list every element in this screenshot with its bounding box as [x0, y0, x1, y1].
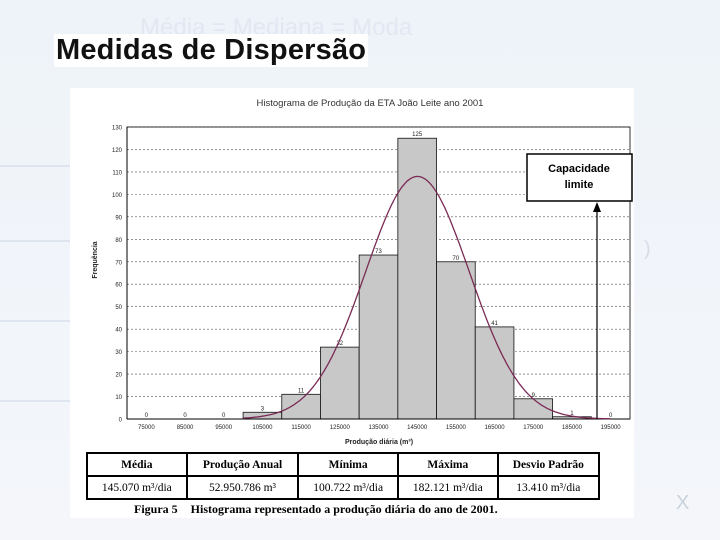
x-tick-label: 115000 — [291, 425, 311, 431]
x-tick-label: 185000 — [562, 425, 583, 431]
x-tick-label: 175000 — [523, 425, 544, 431]
chart-title: Histograma de Produção da ETA João Leite… — [257, 98, 484, 109]
data-label: 32 — [336, 341, 343, 347]
caption-text: Histograma representado a produção diári… — [190, 502, 498, 516]
y-tick-label: 60 — [115, 283, 122, 289]
value-minima: 100.722 m³/dia — [297, 475, 399, 500]
x-axis-label: Produção diária (m³) — [345, 439, 413, 446]
ghost-line — [0, 400, 70, 402]
header-minima: Mínima — [297, 452, 399, 477]
y-tick-label: 120 — [112, 148, 123, 154]
y-tick-label: 20 — [115, 373, 122, 379]
y-tick-label: 50 — [115, 305, 122, 311]
data-labels: 0 0 0 3 11 32 73 125 70 41 9 1 0 — [145, 132, 613, 419]
y-tick-label: 30 — [115, 350, 122, 356]
y-tick-label: 10 — [115, 395, 122, 401]
data-label: 3 — [261, 406, 265, 412]
x-tick-label: 95000 — [215, 425, 232, 431]
value-desvio-padrao: 13.410 m³/dia — [496, 475, 601, 500]
y-tick-label: 70 — [115, 260, 122, 266]
bars — [242, 137, 592, 420]
data-label: 0 — [183, 413, 187, 419]
value-producao-anual: 52.950.786 m³ — [185, 475, 300, 500]
header-media: Média — [86, 452, 188, 477]
ghost-x: X — [676, 492, 690, 514]
data-label: 0 — [222, 413, 226, 419]
x-tick-label: 105000 — [252, 425, 273, 431]
figure-caption: Figura 5 Histograma representado a produ… — [134, 502, 498, 517]
y-tick-label: 0 — [119, 418, 123, 424]
data-label: 73 — [375, 249, 382, 255]
ghost-line — [0, 320, 70, 322]
data-label: 11 — [298, 388, 305, 394]
data-label: 41 — [491, 321, 498, 327]
x-tick-label: 135000 — [368, 425, 389, 431]
y-tick-label: 130 — [112, 126, 123, 132]
y-tick-label: 40 — [115, 328, 122, 334]
x-tick-label: 165000 — [485, 425, 506, 431]
x-tick-label: 155000 — [446, 425, 467, 431]
annotation: Capacidade limite — [526, 153, 633, 419]
value-media: 145.070 m³/dia — [86, 475, 188, 500]
header-maxima: Máxima — [396, 452, 499, 477]
x-tick-label: 85000 — [177, 425, 194, 431]
histogram-bar — [474, 326, 515, 420]
histogram-chart: Histograma de Produção da ETA João Leite… — [92, 98, 633, 446]
table-row: 145.070 m³/dia 52.950.786 m³ 100.722 m³/… — [86, 475, 601, 500]
ghost-line — [0, 240, 70, 242]
histogram-bar — [358, 254, 399, 420]
ghost-paren: ) — [644, 238, 651, 260]
x-tick-label: 145000 — [407, 425, 428, 431]
histogram-bar — [397, 137, 437, 420]
y-tick-label: 100 — [112, 193, 123, 199]
normal-curve-line — [243, 175, 611, 420]
value-maxima: 182.121 m³/dia — [396, 475, 499, 500]
histogram-bar — [281, 393, 321, 420]
y-axis-label: Frequência — [92, 241, 99, 278]
histogram-bar — [320, 346, 360, 420]
normal-curve — [243, 175, 611, 420]
header-desvio-padrao: Desvio Padrão — [496, 452, 601, 477]
data-label: 0 — [145, 413, 149, 419]
data-label: 125 — [412, 132, 423, 138]
annotation-box — [526, 153, 633, 202]
data-label: 1 — [570, 411, 574, 417]
header-producao-anual: Produção Anual — [185, 452, 300, 477]
figure: Histograma de Produção da ETA João Leite… — [70, 88, 634, 518]
x-tick-label: 75000 — [138, 425, 155, 431]
data-label: 9 — [532, 393, 536, 399]
y-tick-label: 80 — [115, 238, 122, 244]
annotation-line2: limite — [565, 179, 594, 191]
statistics-table: Média Produção Anual Mínima Máxima Desvi… — [86, 452, 601, 500]
data-label: 0 — [609, 413, 613, 419]
slide-title: Medidas de Dispersão — [54, 34, 369, 67]
caption-label: Figura 5 — [134, 502, 178, 516]
table-header-row: Média Produção Anual Mínima Máxima Desvi… — [86, 452, 601, 477]
y-tick-label: 90 — [115, 215, 122, 221]
x-tick-label: 195000 — [601, 425, 622, 431]
ghost-line — [0, 165, 70, 167]
annotation-line1: Capacidade — [548, 163, 610, 175]
plot-frame — [126, 126, 631, 420]
x-tick-label: 125000 — [330, 425, 351, 431]
capacity-arrow-head — [593, 202, 601, 212]
histogram-bar — [436, 261, 476, 420]
y-tick-label: 110 — [112, 170, 122, 176]
data-label: 70 — [453, 256, 460, 262]
